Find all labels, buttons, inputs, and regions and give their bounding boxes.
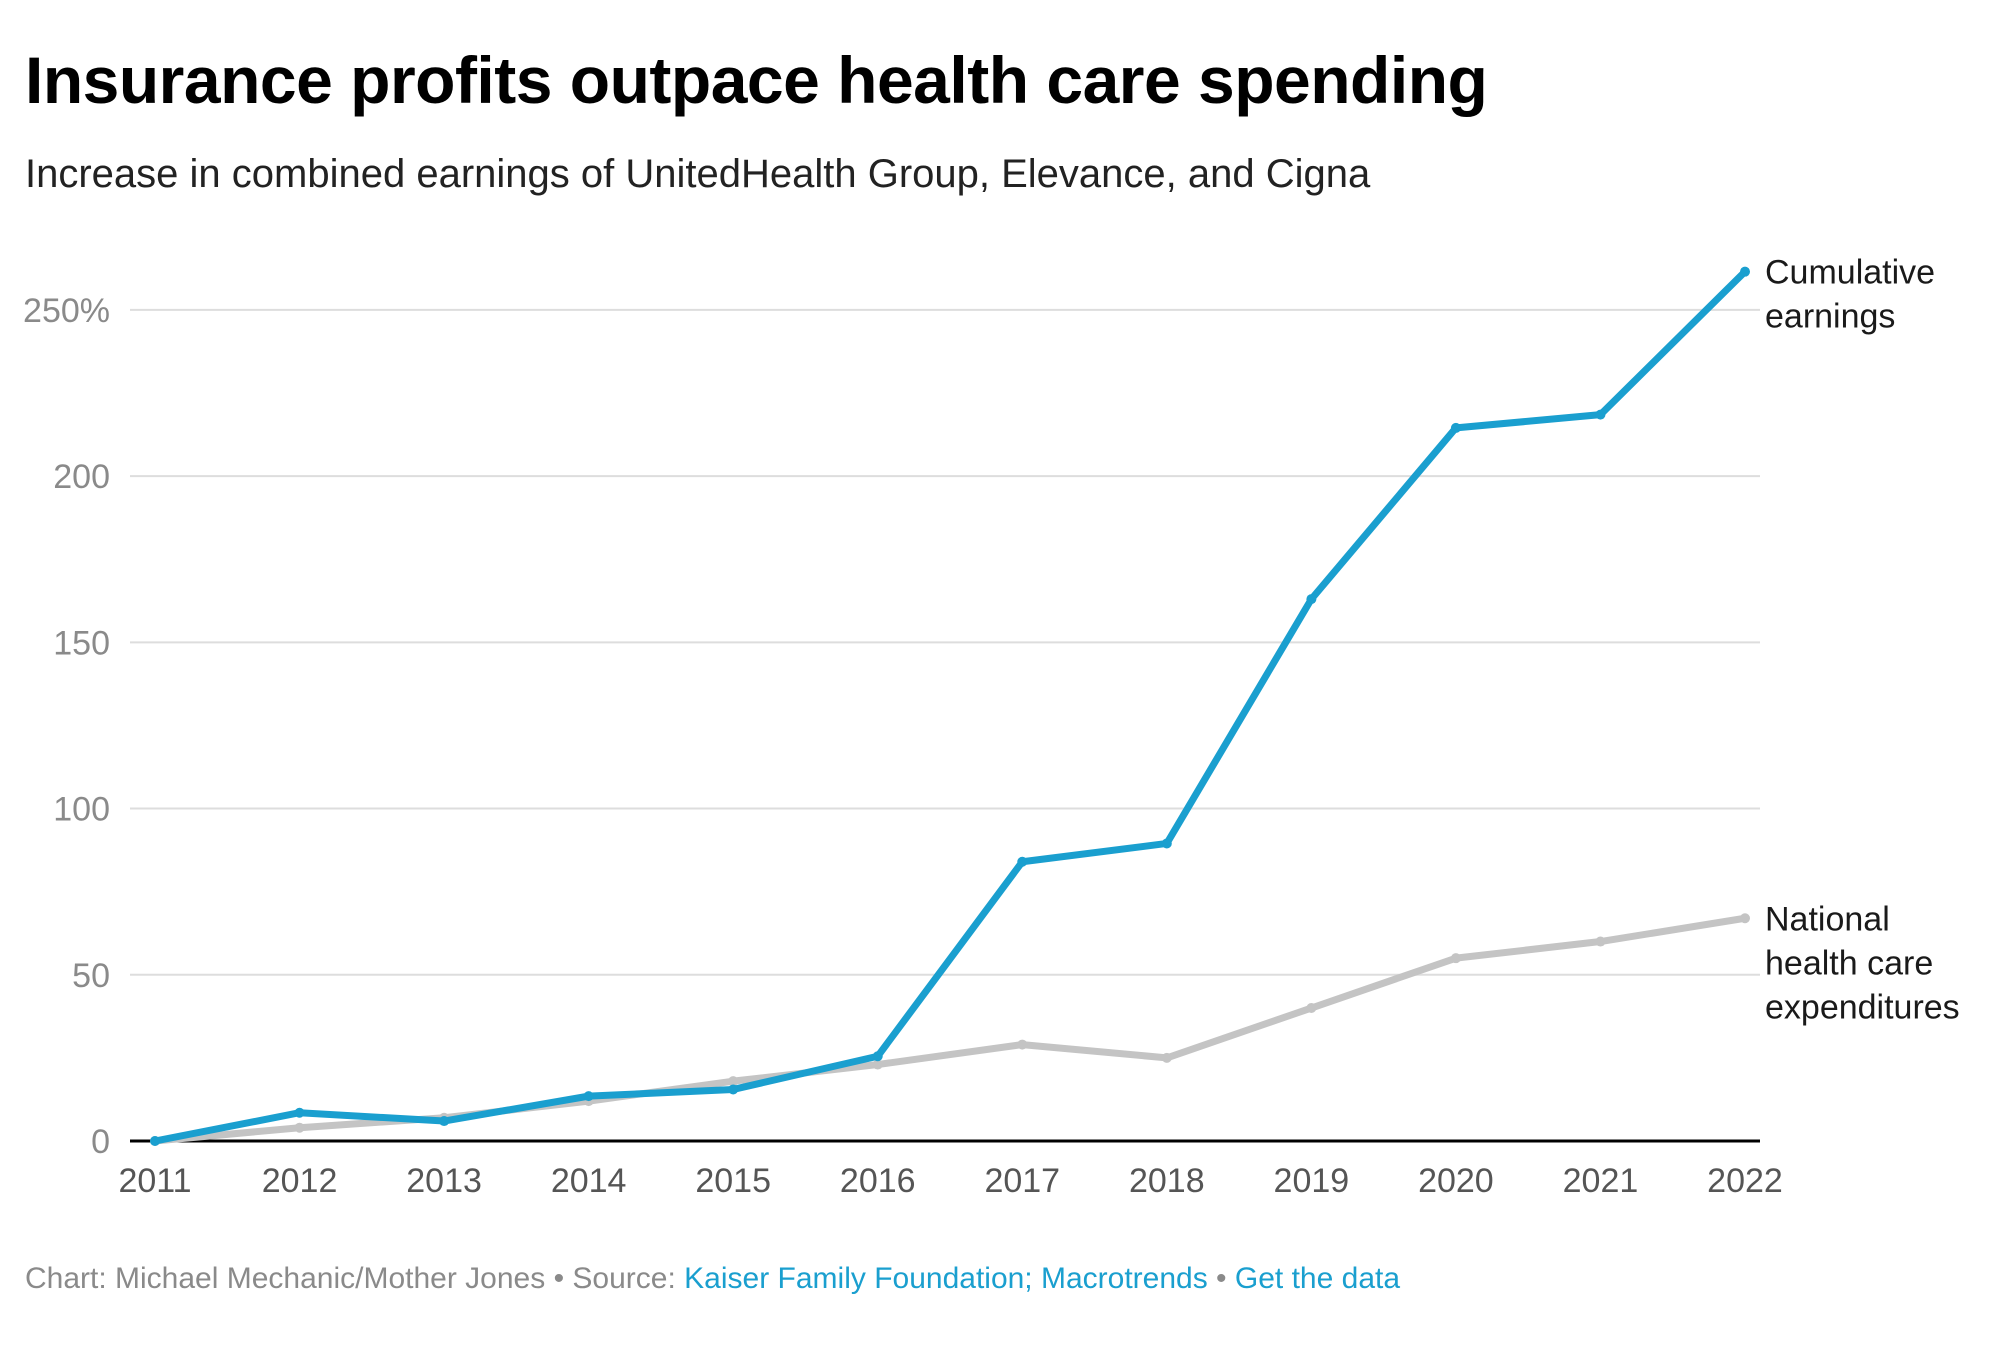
data-point-cumulative-earnings — [1740, 266, 1750, 277]
data-point-cumulative-earnings — [1450, 422, 1461, 433]
x-tick-label: 2018 — [1129, 1162, 1205, 1200]
data-point-national-health-care-expenditures — [872, 1059, 883, 1070]
data-point-cumulative-earnings — [1161, 838, 1172, 849]
series-line-cumulative-earnings — [151, 268, 1749, 1145]
chart-credit: Chart: Michael Mechanic/Mother Jones — [25, 1262, 546, 1295]
data-point-national-health-care-expenditures — [1161, 1052, 1172, 1063]
data-point-cumulative-earnings — [150, 1136, 160, 1146]
y-tick-label: 150 — [53, 624, 110, 662]
get-the-data-link[interactable]: Get the data — [1234, 1262, 1401, 1295]
source-link[interactable]: Kaiser Family Foundation; Macrotrends — [684, 1262, 1208, 1295]
x-tick-label: 2012 — [262, 1162, 338, 1200]
x-tick-label: 2014 — [551, 1162, 627, 1200]
chart-footer: Chart: Michael Mechanic/Mother Jones • S… — [25, 1262, 1400, 1296]
series-label-line: earnings — [1765, 298, 1895, 336]
data-point-cumulative-earnings — [583, 1091, 594, 1102]
data-point-national-health-care-expenditures — [1740, 913, 1750, 924]
footer-separator: • — [545, 1262, 573, 1295]
series-label-line: health care — [1765, 944, 1933, 982]
y-tick-label: 250% — [23, 292, 110, 330]
source-prefix: Source: — [572, 1262, 685, 1295]
data-point-national-health-care-expenditures — [1306, 1003, 1317, 1014]
data-point-national-health-care-expenditures — [1450, 953, 1461, 964]
data-point-cumulative-earnings — [439, 1116, 450, 1127]
x-tick-label: 2017 — [984, 1162, 1060, 1200]
x-tick-label: 2021 — [1563, 1162, 1639, 1200]
data-point-national-health-care-expenditures — [294, 1122, 305, 1133]
y-tick-label: 50 — [72, 957, 110, 995]
x-tick-label: 2013 — [406, 1162, 482, 1200]
data-point-cumulative-earnings — [728, 1084, 739, 1095]
chart-title: Insurance profits outpace health care sp… — [25, 43, 1488, 117]
data-point-cumulative-earnings — [872, 1051, 883, 1062]
data-point-cumulative-earnings — [1017, 856, 1028, 867]
data-point-national-health-care-expenditures — [1595, 936, 1606, 947]
series-label-line: National — [1765, 900, 1890, 938]
x-tick-label: 2016 — [840, 1162, 916, 1200]
series-label-line: expenditures — [1765, 988, 1960, 1026]
series-label-cumulative-earnings: Cumulative earnings — [1765, 254, 1935, 336]
data-point-cumulative-earnings — [294, 1107, 305, 1118]
data-point-national-health-care-expenditures — [728, 1076, 739, 1087]
series-label-line: Cumulative — [1765, 254, 1935, 292]
data-point-cumulative-earnings — [1595, 409, 1606, 420]
y-tick-label: 0 — [91, 1123, 110, 1161]
x-tick-label: 2019 — [1274, 1162, 1350, 1200]
x-tick-label: 2020 — [1418, 1162, 1494, 1200]
data-point-national-health-care-expenditures — [1017, 1039, 1028, 1050]
y-tick-label: 100 — [53, 791, 110, 829]
data-point-cumulative-earnings — [1306, 594, 1317, 605]
series-label-national-health-care-expenditures: National health care expenditures — [1765, 900, 1960, 1026]
y-tick-label: 200 — [53, 458, 110, 496]
x-tick-label: 2022 — [1707, 1162, 1783, 1200]
chart-subtitle: Increase in combined earnings of UnitedH… — [25, 152, 1371, 196]
x-tick-label: 2011 — [118, 1162, 191, 1200]
footer-separator: • — [1207, 1262, 1235, 1295]
x-tick-label: 2015 — [695, 1162, 771, 1200]
series-line-national-health-care-expenditures — [151, 914, 1749, 1145]
